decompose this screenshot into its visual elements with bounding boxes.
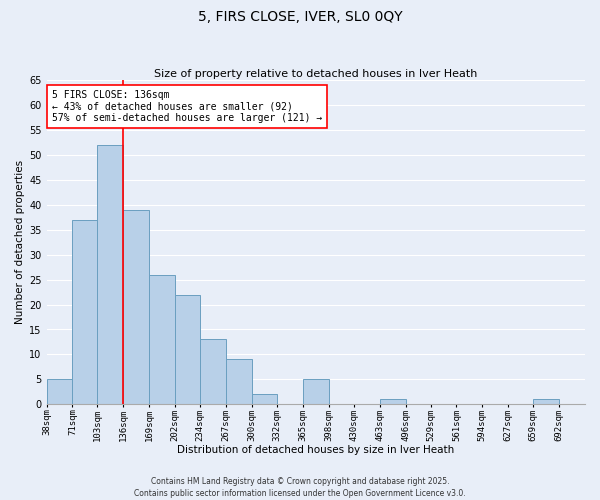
Y-axis label: Number of detached properties: Number of detached properties (15, 160, 25, 324)
Bar (226, 360, 252, 405)
Bar (303, 380, 329, 404)
Title: Size of property relative to detached houses in Iver Heath: Size of property relative to detached ho… (154, 69, 478, 79)
Bar (97, 144, 124, 404)
X-axis label: Distribution of detached houses by size in Iver Heath: Distribution of detached houses by size … (177, 445, 454, 455)
Text: 5 FIRS CLOSE: 136sqm
← 43% of detached houses are smaller (92)
57% of semi-detac: 5 FIRS CLOSE: 136sqm ← 43% of detached h… (52, 90, 322, 122)
Bar (149, 274, 175, 404)
Bar (200, 340, 226, 404)
Bar (124, 210, 149, 404)
Bar (73, 220, 97, 404)
Text: Contains HM Land Registry data © Crown copyright and database right 2025.
Contai: Contains HM Land Registry data © Crown c… (134, 476, 466, 498)
Bar (533, 400, 559, 404)
Bar (252, 394, 277, 404)
Text: 5, FIRS CLOSE, IVER, SL0 0QY: 5, FIRS CLOSE, IVER, SL0 0QY (197, 10, 403, 24)
Bar (175, 294, 200, 405)
Bar (47, 380, 73, 404)
Bar (380, 400, 406, 404)
